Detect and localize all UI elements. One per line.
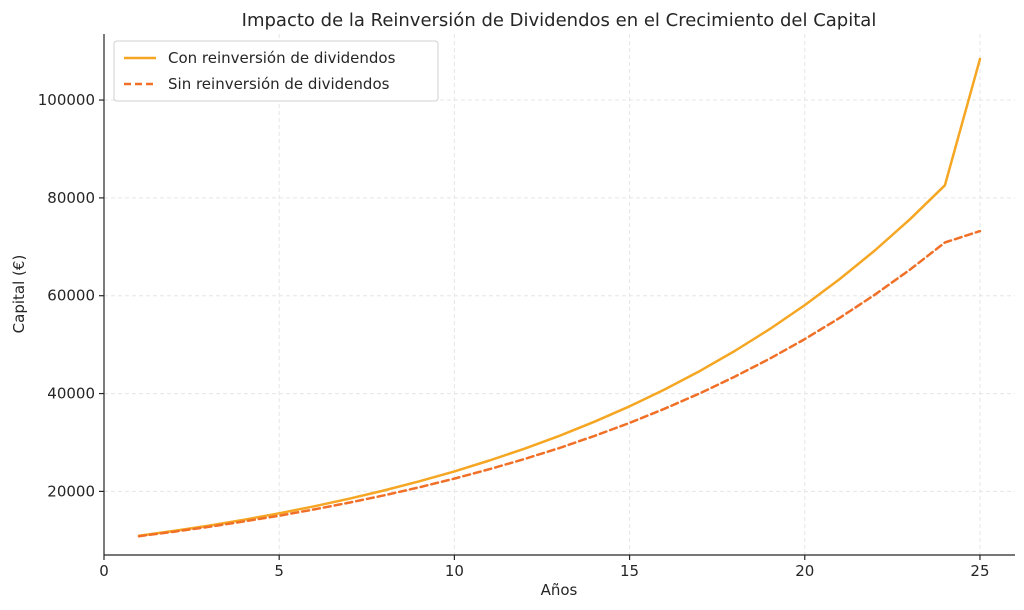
y-tick-label: 40000 <box>47 385 95 403</box>
x-tick-label: 15 <box>620 562 639 580</box>
x-tick-label: 5 <box>274 562 284 580</box>
series-line-con-reinversion <box>137 57 982 538</box>
y-tick-label: 60000 <box>47 287 95 305</box>
legend: Con reinversión de dividendos Sin reinve… <box>113 40 439 102</box>
x-tick-label: 20 <box>795 562 814 580</box>
y-tick-label: 100000 <box>38 91 95 109</box>
x-axis-label: Años <box>541 581 578 599</box>
x-axis-ticks: 0 5 10 15 20 25 <box>99 555 990 580</box>
legend-label-sin-reinversion: Sin reinversión de dividendos <box>168 75 390 93</box>
y-axis-label: Capital (€) <box>10 255 28 334</box>
series-lines <box>137 57 982 538</box>
grid <box>103 34 1015 555</box>
x-tick-label: 25 <box>970 562 989 580</box>
legend-frame <box>113 40 439 102</box>
x-tick-label: 0 <box>99 562 109 580</box>
legend-label-con-reinversion: Con reinversión de dividendos <box>168 49 396 67</box>
y-tick-label: 80000 <box>47 189 95 207</box>
y-tick-label: 20000 <box>47 482 95 500</box>
y-axis-ticks: 20000 40000 60000 80000 100000 <box>38 91 104 500</box>
chart-title: Impacto de la Reinversión de Dividendos … <box>242 10 877 31</box>
series-line-sin-reinversion <box>137 229 982 538</box>
x-tick-label: 10 <box>445 562 464 580</box>
